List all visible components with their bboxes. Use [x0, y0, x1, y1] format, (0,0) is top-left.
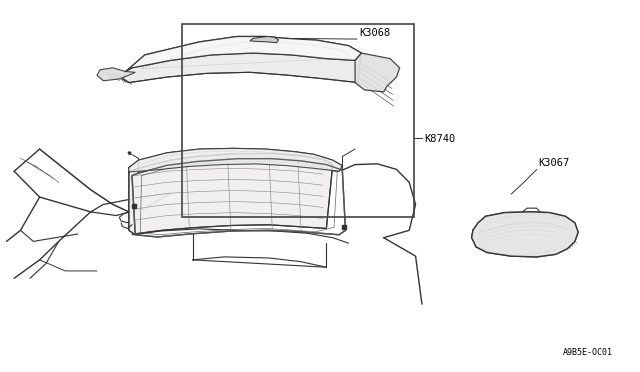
Text: K3068: K3068	[360, 28, 391, 38]
Polygon shape	[97, 68, 135, 81]
Polygon shape	[125, 36, 362, 71]
Polygon shape	[472, 212, 578, 257]
Text: K3067: K3067	[539, 158, 570, 168]
Polygon shape	[355, 53, 399, 92]
Text: K8740: K8740	[424, 134, 455, 144]
Polygon shape	[129, 154, 333, 234]
Polygon shape	[122, 53, 362, 83]
Polygon shape	[250, 36, 278, 43]
Text: A9B5E-OC01: A9B5E-OC01	[563, 347, 613, 357]
Bar	[182, 23, 414, 217]
Polygon shape	[129, 148, 342, 172]
